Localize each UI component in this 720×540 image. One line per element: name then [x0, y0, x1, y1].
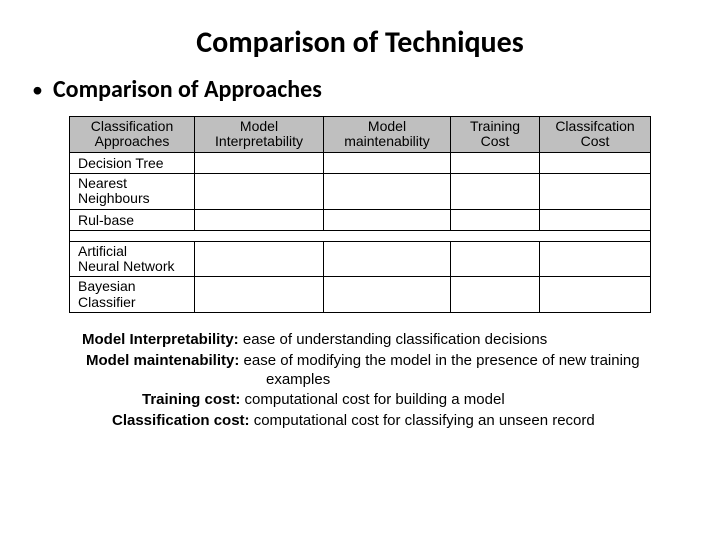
- comparison-table-wrap: ClassificationApproaches ModelInterpreta…: [28, 116, 692, 313]
- table-cell: [451, 241, 540, 277]
- definition-text: ease of understanding classification dec…: [239, 331, 548, 348]
- table-cell: [540, 173, 651, 209]
- bullet-row: • Comparison of Approaches: [28, 75, 692, 104]
- definition-row: Model maintenability: ease of modifying …: [86, 352, 656, 390]
- row-label: ArtificialNeural Network: [70, 241, 195, 277]
- table-cell: [451, 173, 540, 209]
- definition-label: Classification cost:: [112, 412, 250, 429]
- table-cell: [540, 209, 651, 230]
- table-cell: [195, 241, 324, 277]
- definition-row: Training cost: computational cost for bu…: [142, 391, 656, 410]
- col-header-interpretability: ModelInterpretability: [195, 117, 324, 153]
- definition-label: Model Interpretability:: [82, 331, 239, 348]
- row-label: BayesianClassifier: [70, 277, 195, 313]
- table-cell: [451, 152, 540, 173]
- row-label: Decision Tree: [70, 152, 195, 173]
- definition-label: Model maintenability:: [86, 352, 239, 369]
- table-cell: [324, 241, 451, 277]
- table-cell: [540, 152, 651, 173]
- slide: Comparison of Techniques • Comparison of…: [0, 0, 720, 540]
- definition-text: ease of modifying the model in the prese…: [239, 352, 639, 388]
- table-row: BayesianClassifier: [70, 277, 651, 313]
- definition-text: computational cost for classifying an un…: [250, 412, 595, 429]
- col-header-approaches: ClassificationApproaches: [70, 117, 195, 153]
- table-cell: [324, 173, 451, 209]
- table-cell: [195, 173, 324, 209]
- table-cell: [324, 277, 451, 313]
- table-cell: [195, 209, 324, 230]
- table-row: ArtificialNeural Network: [70, 241, 651, 277]
- table-cell: [451, 277, 540, 313]
- table-cell: [195, 152, 324, 173]
- table-cell: [195, 277, 324, 313]
- comparison-table: ClassificationApproaches ModelInterpreta…: [69, 116, 651, 313]
- table-row: Decision Tree: [70, 152, 651, 173]
- definition-text: computational cost for building a model: [240, 391, 504, 408]
- table-cell: [451, 209, 540, 230]
- table-cell: [324, 209, 451, 230]
- table-spacer-row: [70, 230, 651, 241]
- table-row: Rul-base: [70, 209, 651, 230]
- table-header-row: ClassificationApproaches ModelInterpreta…: [70, 117, 651, 153]
- table-row: NearestNeighbours: [70, 173, 651, 209]
- row-label: NearestNeighbours: [70, 173, 195, 209]
- table-cell: [540, 241, 651, 277]
- definition-row: Model Interpretability: ease of understa…: [82, 331, 656, 350]
- definitions-block: Model Interpretability: ease of understa…: [28, 331, 692, 431]
- definition-row: Classification cost: computational cost …: [112, 412, 656, 431]
- row-label: Rul-base: [70, 209, 195, 230]
- table-body: Decision Tree NearestNeighbours Rul-base: [70, 152, 651, 312]
- page-title: Comparison of Techniques: [28, 24, 692, 61]
- col-header-training-cost: TrainingCost: [451, 117, 540, 153]
- col-header-maintenability: Modelmaintenability: [324, 117, 451, 153]
- bullet-text: Comparison of Approaches: [53, 75, 322, 104]
- definition-label: Training cost:: [142, 391, 240, 408]
- bullet-dot-icon: •: [32, 79, 43, 101]
- table-cell: [540, 277, 651, 313]
- col-header-classification-cost: ClassifcationCost: [540, 117, 651, 153]
- table-cell: [324, 152, 451, 173]
